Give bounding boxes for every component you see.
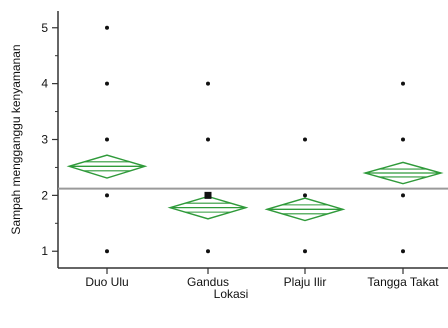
x-category-label: Gandus: [187, 275, 229, 289]
y-tick-label: 1: [41, 244, 48, 258]
data-point: [401, 193, 405, 198]
x-axis-title: Lokasi: [214, 287, 249, 301]
data-points-layer: [105, 25, 405, 254]
data-point: [206, 137, 210, 142]
data-point: [303, 193, 307, 198]
data-point: [206, 249, 210, 254]
y-tick-label: 3: [41, 133, 48, 147]
x-category-label: Duo Ulu: [85, 275, 128, 289]
y-tick-label: 5: [41, 21, 48, 35]
axes-layer: [57, 11, 448, 269]
x-category-label: Plaju Ilir: [284, 275, 327, 289]
data-point: [303, 137, 307, 142]
data-point: [105, 193, 109, 198]
y-ticks-layer: 1 2 3 4 5: [41, 21, 58, 258]
data-point: [105, 81, 109, 86]
data-point-square: [204, 191, 212, 199]
data-point: [105, 249, 109, 254]
data-point: [401, 249, 405, 254]
y-axis-title: Sampah mengganggu kenyamanan: [9, 44, 23, 234]
data-point: [401, 81, 405, 86]
means-diamonds-layer: [66, 154, 444, 222]
data-point: [105, 25, 109, 30]
data-point: [401, 137, 405, 142]
y-tick-label: 2: [41, 188, 48, 202]
data-point: [303, 249, 307, 254]
data-point: [206, 81, 210, 86]
y-tick-label: 4: [41, 77, 48, 91]
x-categories-layer: Duo Ulu Gandus Plaju Ilir Tangga Takat: [85, 268, 439, 289]
x-category-label: Tangga Takat: [367, 275, 439, 289]
data-point: [105, 137, 109, 142]
